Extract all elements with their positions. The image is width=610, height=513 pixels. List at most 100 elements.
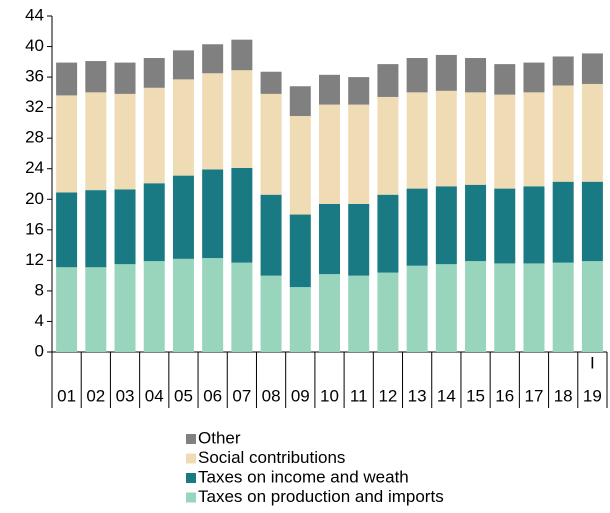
x-tick-label: 02	[86, 386, 105, 405]
bar-segment	[435, 264, 457, 352]
legend-swatch	[186, 453, 196, 464]
bar-segment	[319, 203, 340, 275]
x-tick-label: 04	[145, 386, 164, 405]
bar-segment	[56, 267, 78, 352]
x-tick-label: 05	[174, 386, 193, 405]
y-tick-label: 24	[25, 158, 44, 177]
bar-segment	[85, 190, 107, 268]
bar-segment	[260, 194, 282, 276]
bar-segment	[85, 92, 107, 191]
bar-segment	[523, 92, 545, 187]
bar-segment	[114, 264, 136, 352]
bar-segment	[143, 58, 165, 88]
x-tick-label: 19	[583, 386, 602, 405]
bar-segment	[377, 96, 399, 195]
bar-segment	[494, 94, 516, 189]
bar-segment	[202, 44, 224, 74]
legend-swatch	[186, 434, 196, 444]
bar-segment	[56, 62, 78, 96]
bar-segment	[319, 274, 340, 352]
bar-segment	[114, 62, 136, 94]
bar-segment	[406, 265, 428, 352]
x-tick-label: 18	[554, 386, 573, 405]
y-tick-label: 4	[35, 311, 44, 330]
x-tick-label: 07	[232, 386, 251, 405]
bar-segment	[465, 92, 487, 185]
y-tick-label: 0	[35, 341, 44, 360]
x-tick-label: 14	[437, 386, 456, 405]
y-tick-label: 8	[35, 280, 44, 299]
bar-segment	[348, 275, 370, 352]
bar-segment	[289, 116, 311, 215]
y-tick-label: 20	[25, 189, 44, 208]
bar-segment	[581, 53, 603, 84]
bar-segment	[377, 272, 399, 352]
x-annotation: I	[590, 353, 595, 372]
bar-segment	[465, 58, 487, 93]
bar-segment	[143, 261, 165, 352]
bar-segment	[552, 85, 574, 182]
bar-segment	[377, 194, 399, 273]
bar-segment	[494, 263, 516, 352]
bar-segment	[231, 39, 253, 71]
x-tick-label: 03	[116, 386, 135, 405]
bar-segment	[348, 203, 370, 276]
bar-segment	[172, 79, 194, 176]
y-tick-label: 28	[25, 128, 44, 147]
bar-segment	[348, 104, 370, 204]
legend-label: Taxes on production and imports	[198, 487, 444, 506]
y-tick-label: 12	[25, 250, 44, 269]
x-tick-label: 09	[291, 386, 310, 405]
bar-segment	[581, 261, 603, 352]
bar-segment	[465, 184, 487, 262]
bar-segment	[377, 64, 399, 97]
bar-segment	[348, 77, 370, 105]
x-tick-label: 01	[57, 386, 76, 405]
x-tick-label: 08	[262, 386, 281, 405]
y-tick-label: 32	[25, 97, 44, 116]
bar-segment	[581, 83, 603, 182]
y-tick-label: 44	[25, 5, 44, 24]
x-tick-label: 06	[203, 386, 222, 405]
x-tick-label: 16	[495, 386, 514, 405]
bar-segment	[523, 62, 545, 93]
x-tick-label: 10	[320, 386, 339, 405]
bar-segment	[435, 90, 457, 187]
bar-segment	[319, 104, 340, 204]
bar-segment	[143, 87, 165, 184]
bar-segment	[231, 262, 253, 352]
bar-segment	[523, 186, 545, 264]
legend-label: Other	[198, 428, 241, 447]
legend-label: Social contributions	[198, 448, 345, 467]
bar-segment	[581, 181, 603, 262]
bar-segment	[435, 54, 457, 91]
bar-segment	[85, 267, 107, 352]
bar-segment	[260, 71, 282, 94]
x-tick-label: 13	[408, 386, 427, 405]
x-tick-label: 17	[525, 386, 544, 405]
x-tick-label: 12	[378, 386, 397, 405]
bar-segment	[289, 214, 311, 288]
bar-segment	[172, 175, 194, 259]
bar-segment	[552, 181, 574, 263]
bar-segment	[202, 73, 224, 170]
x-tick-label: 11	[350, 386, 368, 405]
bar-segment	[56, 95, 78, 193]
x-tick-label: 15	[466, 386, 485, 405]
bar-segment	[172, 50, 194, 80]
legend-label: Taxes on income and weath	[198, 467, 409, 486]
bar-segment	[114, 189, 136, 265]
bar-segment	[56, 192, 78, 268]
bar-segment	[172, 258, 194, 352]
bar-segment	[202, 169, 224, 259]
y-tick-label: 40	[25, 36, 44, 55]
bar-segment	[260, 275, 282, 352]
bar-segment	[435, 186, 457, 265]
bar-segment	[552, 56, 574, 86]
bar-segment	[552, 262, 574, 352]
bar-segment	[202, 258, 224, 352]
bar-segment	[465, 261, 487, 352]
bar-segment	[260, 93, 282, 195]
bar-segment	[289, 86, 311, 117]
